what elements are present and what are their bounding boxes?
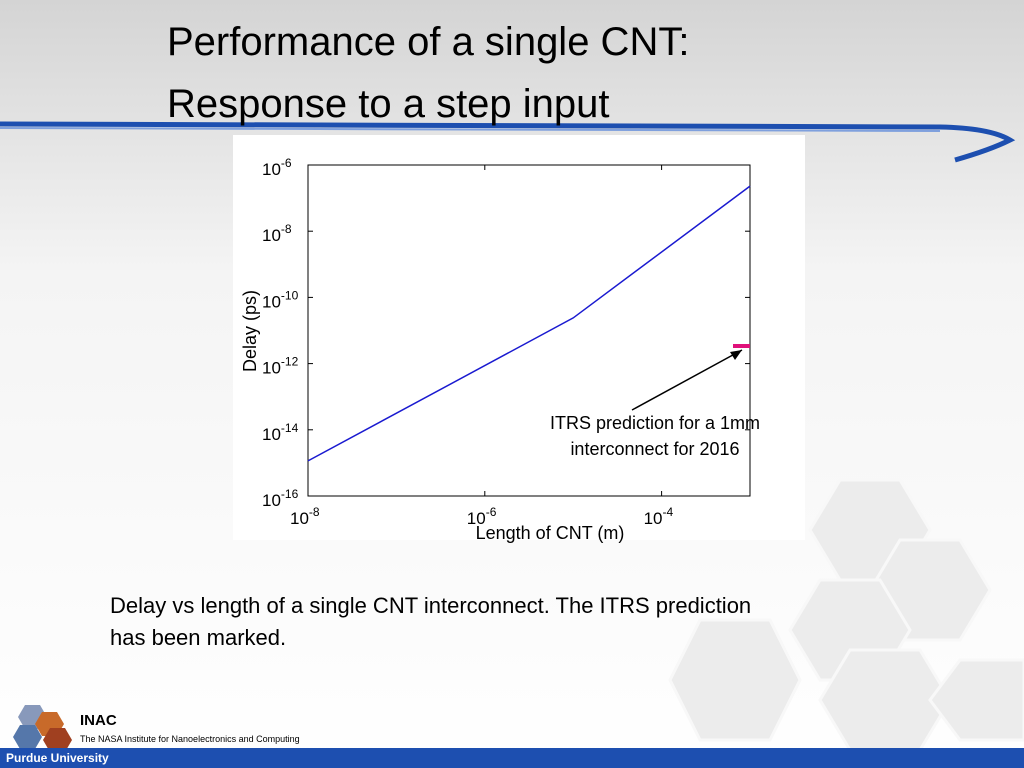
x-tick-label-exponent: -4	[663, 505, 674, 519]
footer-band	[0, 748, 1024, 768]
y-tick-label: 10-8	[262, 222, 292, 245]
x-tick-label: 10-4	[644, 505, 674, 528]
y-tick-label-exponent: -12	[281, 355, 299, 369]
caption: has been marked.	[110, 625, 286, 650]
caption: Delay vs length of a single CNT intercon…	[110, 593, 751, 618]
slide-title: Response to a step input	[167, 82, 610, 126]
y-tick-label: 10-12	[262, 355, 299, 378]
x-tick-label-base: 10	[467, 509, 486, 528]
y-tick-label: 10-16	[262, 487, 299, 510]
annotation-arrowhead	[730, 350, 742, 361]
x-tick-label: 10-8	[290, 505, 320, 528]
org-full-name: The NASA Institute for Nanoelectronics a…	[80, 734, 300, 744]
series-line	[307, 185, 751, 462]
y-tick-label-base: 10	[262, 226, 281, 245]
annotation-arrow	[631, 349, 743, 411]
x-axis-label: Length of CNT (m)	[476, 523, 625, 543]
x-tick-label-base: 10	[644, 509, 663, 528]
x-tick-label: 10-6	[467, 505, 497, 528]
swoosh	[0, 121, 1016, 163]
university: Purdue University	[6, 751, 109, 765]
y-tick-label-base: 10	[262, 160, 281, 179]
plot-frame	[307, 164, 751, 497]
y-tick-label-exponent: -6	[281, 156, 292, 170]
org-name: INAC	[80, 712, 117, 729]
swoosh-shadow	[0, 127, 941, 132]
chart-area	[233, 135, 805, 540]
x-tick-label-base: 10	[290, 509, 309, 528]
y-tick-label-base: 10	[262, 491, 281, 510]
y-tick-label: 10-10	[262, 288, 299, 311]
y-tick-label-exponent: -16	[281, 487, 299, 501]
annotation-text: ITRS prediction for a 1mm	[550, 413, 760, 433]
y-tick-label: 10-6	[262, 156, 292, 179]
logo	[13, 705, 72, 752]
x-tick-label-exponent: -6	[486, 505, 497, 519]
y-axis-label: Delay (ps)	[240, 290, 260, 372]
slide-title: Performance of a single CNT:	[167, 20, 689, 64]
y-tick-label-base: 10	[262, 425, 281, 444]
y-tick-label-base: 10	[262, 359, 281, 378]
y-tick-label-base: 10	[262, 292, 281, 311]
annotation-text: interconnect for 2016	[570, 439, 739, 459]
y-tick-label: 10-14	[262, 421, 299, 444]
x-tick-label-exponent: -8	[309, 505, 320, 519]
y-tick-label-exponent: -14	[281, 421, 299, 435]
hexagons	[668, 478, 1024, 752]
y-tick-label-exponent: -8	[281, 222, 292, 236]
y-tick-label-exponent: -10	[281, 288, 299, 302]
